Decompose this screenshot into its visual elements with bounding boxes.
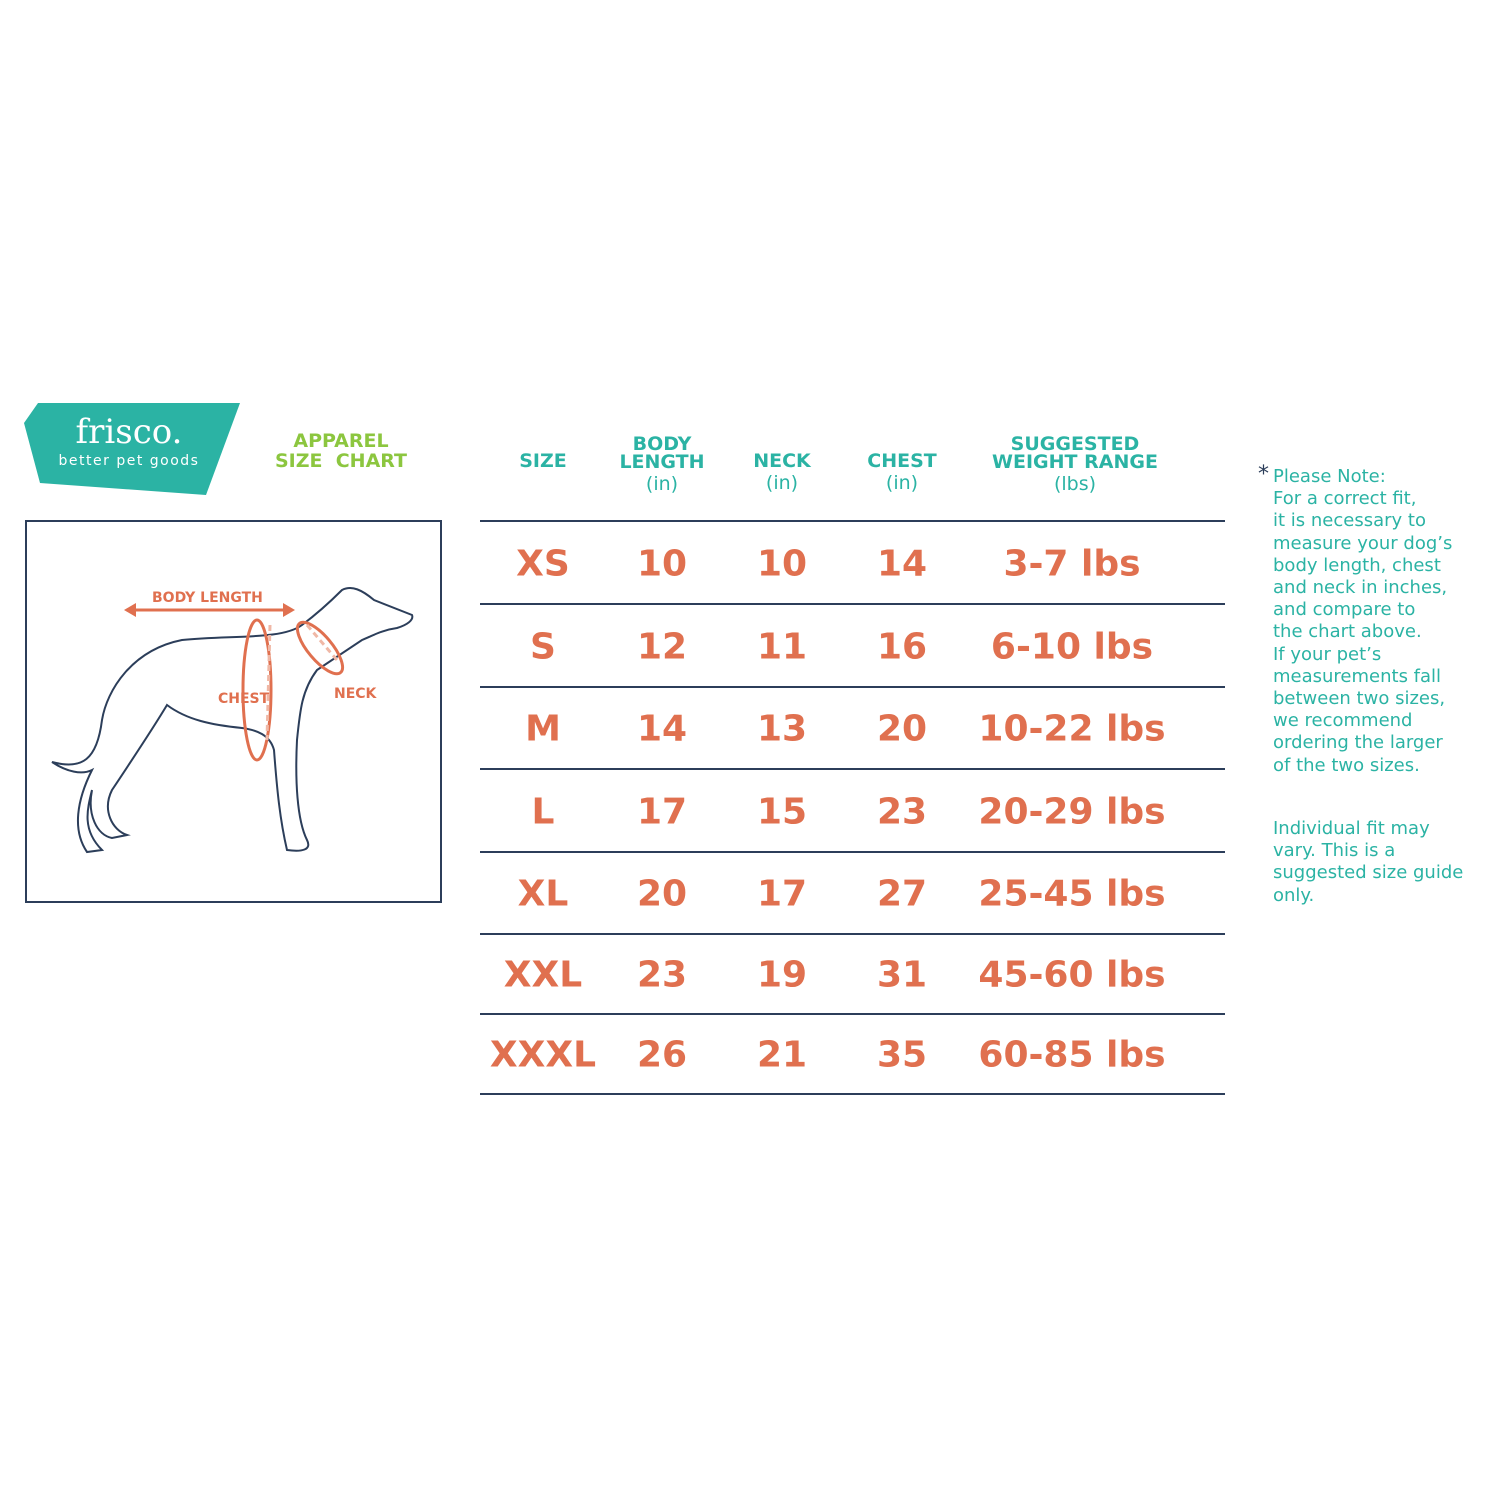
cell-body-length: 17 xyxy=(636,791,688,832)
frisco-logo xyxy=(24,403,240,495)
please-note-text: Please Note: For a correct fit, it is ne… xyxy=(1273,466,1453,776)
header-neck: NECK (in) xyxy=(753,450,811,494)
cell-weight-range: 25-45 lbs xyxy=(978,873,1166,915)
chest-label: CHEST xyxy=(218,691,270,707)
cell-neck: 21 xyxy=(756,1034,808,1076)
cell-size: S xyxy=(530,626,556,667)
cell-size: XL xyxy=(517,873,569,915)
cell-size: XS xyxy=(516,543,570,584)
cell-weight-range: 3-7 lbs xyxy=(1003,543,1141,584)
header-body-length: BODY LENGTH (in) xyxy=(619,433,705,495)
cell-neck: 19 xyxy=(756,954,808,996)
cell-body-length: 12 xyxy=(636,626,688,667)
row-divider xyxy=(480,520,1225,522)
cell-weight-range: 20-29 lbs xyxy=(978,791,1166,832)
cell-chest: 31 xyxy=(876,954,928,996)
cell-neck: 10 xyxy=(756,543,808,584)
row-divider xyxy=(480,1093,1225,1095)
cell-weight-range: 45-60 lbs xyxy=(978,954,1166,996)
cell-weight-range: 6-10 lbs xyxy=(990,626,1154,667)
cell-size: XXL xyxy=(503,954,583,996)
chart-title: APPAREL SIZE CHART xyxy=(274,430,408,472)
cell-neck: 15 xyxy=(756,791,808,832)
row-divider xyxy=(480,933,1225,935)
header-chest: CHEST (in) xyxy=(867,450,937,494)
cell-body-length: 23 xyxy=(636,954,688,996)
cell-weight-range: 10-22 lbs xyxy=(978,708,1166,750)
brand-name: frisco. xyxy=(75,412,183,452)
header-size: SIZE xyxy=(519,450,567,472)
cell-body-length: 10 xyxy=(636,543,688,584)
cell-body-length: 14 xyxy=(636,708,688,750)
disclaimer-text: Individual fit may vary. This is a sugge… xyxy=(1273,818,1464,906)
cell-chest: 16 xyxy=(876,626,928,667)
cell-neck: 13 xyxy=(756,708,808,750)
cell-chest: 35 xyxy=(876,1034,928,1076)
body-length-label: BODY LENGTH xyxy=(152,590,263,606)
dog-measurement-diagram: BODY LENGTH CHEST NECK xyxy=(25,520,442,903)
cell-body-length: 20 xyxy=(636,873,688,915)
cell-size: XXXL xyxy=(489,1034,597,1076)
cell-size: M xyxy=(525,708,561,750)
row-divider xyxy=(480,603,1225,605)
row-divider xyxy=(480,686,1225,688)
cell-body-length: 26 xyxy=(636,1034,688,1076)
dog-illustration: BODY LENGTH CHEST NECK xyxy=(51,587,414,854)
cell-neck: 17 xyxy=(756,873,808,915)
cell-chest: 20 xyxy=(876,708,928,750)
cell-chest: 27 xyxy=(876,873,928,915)
row-divider xyxy=(480,851,1225,853)
row-divider xyxy=(480,768,1225,770)
brand-tagline: better pet goods xyxy=(58,453,200,469)
header-weight-range: SUGGESTED WEIGHT RANGE (lbs) xyxy=(992,433,1158,495)
cell-chest: 23 xyxy=(876,791,928,832)
cell-chest: 14 xyxy=(876,543,928,584)
asterisk: * xyxy=(1258,462,1269,487)
row-divider xyxy=(480,1013,1225,1015)
neck-label: NECK xyxy=(334,686,378,702)
cell-neck: 11 xyxy=(756,626,808,667)
cell-weight-range: 60-85 lbs xyxy=(978,1034,1166,1076)
cell-size: L xyxy=(531,791,555,832)
